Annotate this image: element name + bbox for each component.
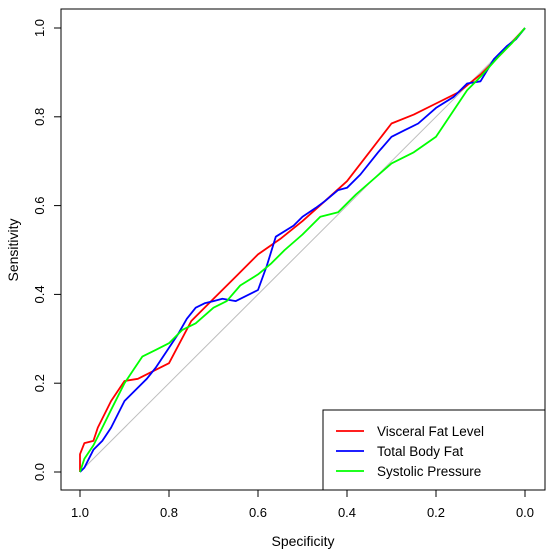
- x-tick-label: 1.0: [71, 505, 89, 520]
- y-tick-label: 0.2: [32, 374, 47, 392]
- y-tick-label: 0.6: [32, 197, 47, 215]
- legend-box: [322, 409, 546, 491]
- legend-label-total-body-fat: Total Body Fat: [377, 444, 464, 459]
- x-tick-label: 0.4: [338, 505, 356, 520]
- y-tick-label: 0.8: [32, 108, 47, 126]
- series-layer: [79, 27, 526, 473]
- series-line-systolic-pressure: [79, 27, 526, 473]
- y-axis: 0.0 0.2 0.4 0.6 0.8 1.0: [32, 19, 61, 481]
- x-tick-label: 0.8: [160, 505, 178, 520]
- x-axis: 1.0 0.8 0.6 0.4 0.2 0.0: [71, 490, 534, 520]
- legend: Visceral Fat Level Total Body Fat Systolic…: [322, 409, 546, 491]
- x-axis-title: Specificity: [271, 533, 334, 549]
- x-tick-label: 0.6: [249, 505, 267, 520]
- plot-frame: [60, 8, 546, 491]
- legend-label-systolic-pressure: Systolic Pressure: [377, 464, 481, 479]
- reference-diagonal-line: [79, 27, 526, 473]
- legend-entries: Visceral Fat Level Total Body Fat Systolic…: [336, 424, 484, 479]
- x-tick-label: 0.0: [516, 505, 534, 520]
- y-tick-label: 0.4: [32, 285, 47, 303]
- y-axis-title: Sensitivity: [5, 218, 21, 281]
- legend-label-visceral-fat-level: Visceral Fat Level: [377, 424, 484, 439]
- series-line-total-body-fat: [79, 27, 526, 473]
- series-line-visceral-fat-level: [79, 27, 526, 472]
- x-tick-label: 0.2: [427, 505, 445, 520]
- y-tick-label: 0.0: [32, 463, 47, 481]
- y-tick-label: 1.0: [32, 19, 47, 37]
